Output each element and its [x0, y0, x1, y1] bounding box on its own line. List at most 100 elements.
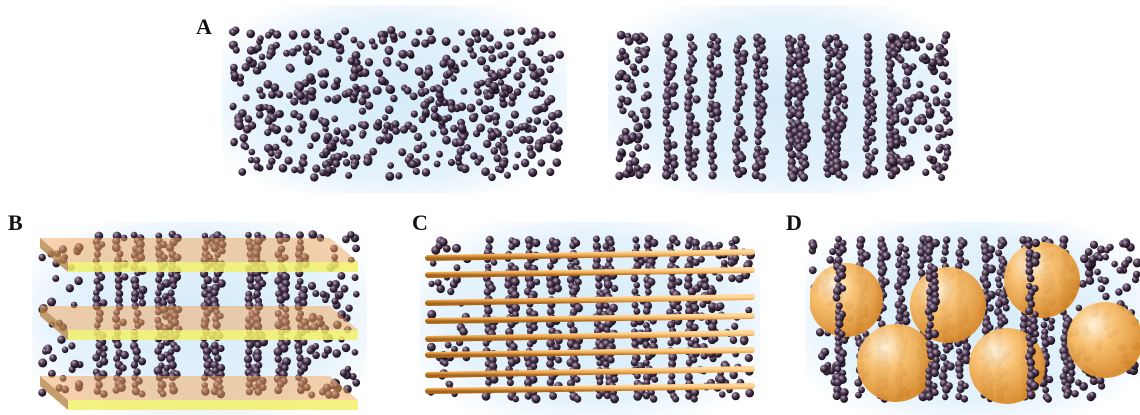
particle	[350, 36, 358, 44]
particle	[1088, 255, 1097, 264]
particle	[487, 45, 495, 54]
particle	[942, 59, 950, 67]
particle	[1031, 251, 1041, 261]
particle	[282, 357, 291, 366]
particle	[427, 342, 436, 352]
particle	[339, 369, 348, 377]
particle	[1062, 320, 1072, 330]
particle	[642, 166, 650, 174]
particle	[68, 342, 76, 350]
particle	[670, 101, 679, 111]
particle	[869, 166, 879, 176]
particle	[787, 150, 797, 159]
particle	[896, 41, 904, 49]
particle	[398, 30, 407, 39]
particle	[430, 111, 440, 121]
particle	[541, 55, 549, 64]
particle	[375, 69, 384, 78]
particle	[345, 139, 354, 147]
particle	[533, 278, 541, 286]
particle	[546, 168, 555, 177]
particle	[212, 367, 219, 375]
particle	[490, 259, 498, 266]
particle	[504, 171, 511, 179]
particle	[422, 108, 430, 116]
particle	[248, 121, 257, 130]
particle	[264, 128, 272, 137]
particle	[902, 246, 910, 253]
particle	[333, 152, 343, 162]
sphere	[969, 328, 1045, 404]
particle	[903, 252, 910, 260]
particle	[295, 347, 303, 355]
particle	[474, 88, 482, 96]
particle	[245, 347, 253, 356]
particle	[668, 352, 678, 362]
particle	[982, 280, 992, 289]
particle	[491, 112, 501, 122]
particle	[465, 38, 475, 48]
particle	[49, 354, 57, 362]
particle	[1025, 294, 1034, 303]
particle	[715, 274, 724, 282]
particle	[130, 231, 138, 239]
particle	[167, 348, 175, 356]
particle	[47, 297, 57, 307]
particle	[411, 38, 420, 48]
particle	[168, 361, 177, 370]
particle	[862, 132, 870, 140]
particle	[255, 111, 264, 119]
particle	[886, 78, 896, 88]
particle	[895, 103, 905, 113]
particle	[542, 119, 550, 126]
particle	[930, 329, 940, 339]
particle	[839, 369, 847, 377]
particle	[446, 58, 456, 68]
particle	[244, 295, 253, 304]
slab-top	[40, 238, 358, 262]
particle	[930, 85, 939, 94]
particle	[940, 256, 948, 264]
particle	[201, 283, 208, 290]
particle	[644, 282, 652, 290]
particle	[895, 261, 902, 269]
particle	[841, 337, 848, 344]
particle	[835, 340, 843, 348]
particle	[114, 341, 122, 349]
particle	[721, 259, 728, 267]
particle	[616, 30, 626, 40]
particle	[826, 61, 834, 69]
particle	[287, 65, 295, 73]
particle	[619, 107, 627, 115]
particle	[384, 59, 392, 67]
particle	[482, 28, 490, 37]
particle	[493, 154, 502, 163]
particle	[278, 163, 288, 173]
particle	[526, 327, 534, 335]
particle	[483, 64, 491, 72]
particle	[745, 306, 753, 314]
particle	[887, 98, 895, 107]
particle	[735, 170, 744, 179]
particle	[504, 281, 513, 289]
particle	[669, 255, 677, 264]
particle	[314, 28, 322, 37]
particle	[436, 150, 443, 158]
particle	[662, 119, 670, 127]
particle	[754, 138, 762, 146]
particle	[399, 63, 409, 72]
particle	[877, 255, 885, 264]
particle	[500, 84, 510, 93]
particle	[624, 58, 631, 66]
particle	[452, 243, 461, 253]
particle	[916, 80, 924, 88]
particle	[800, 83, 808, 90]
particle	[670, 141, 678, 149]
particle	[835, 235, 843, 243]
particle	[633, 392, 643, 401]
particle	[1025, 242, 1033, 250]
particle	[667, 339, 675, 347]
particle	[942, 154, 950, 162]
particle	[546, 65, 554, 74]
particle	[928, 58, 938, 68]
